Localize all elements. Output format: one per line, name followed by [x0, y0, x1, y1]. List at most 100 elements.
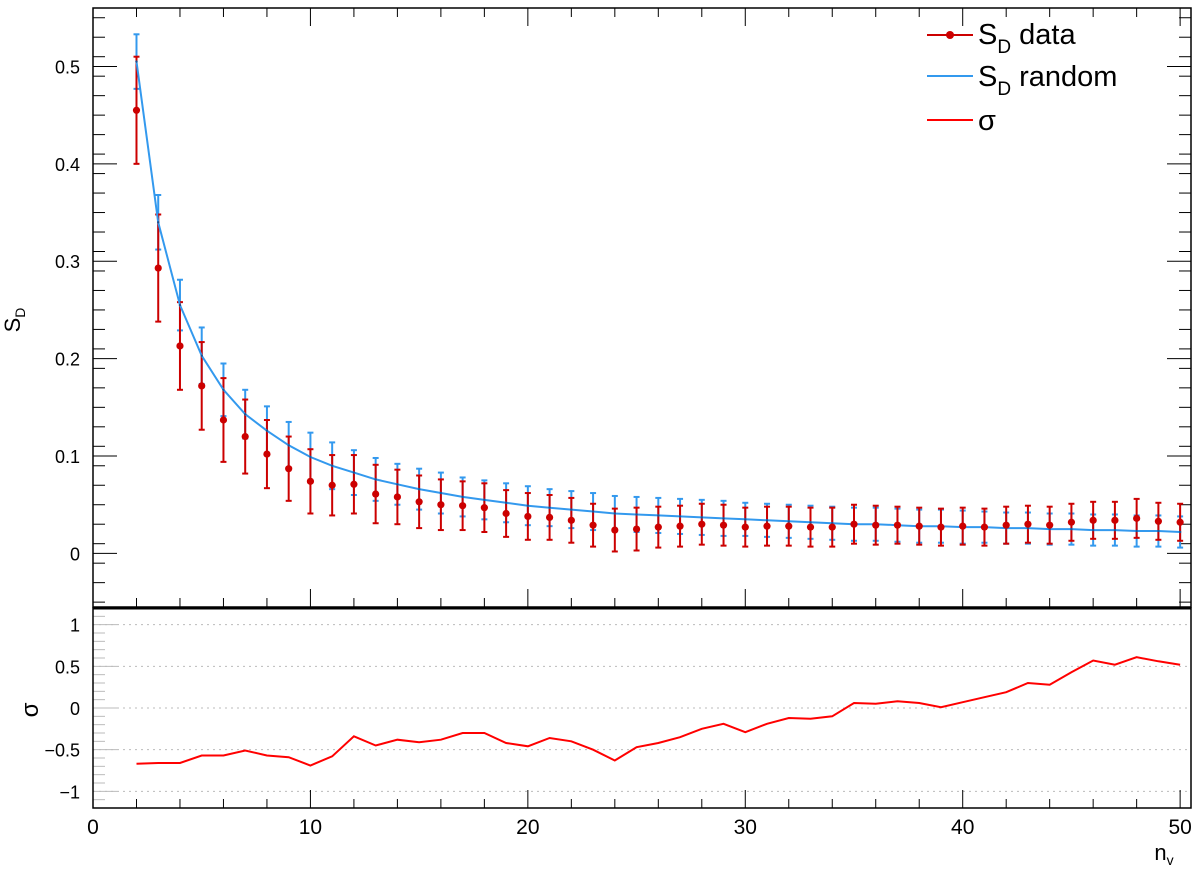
data-point — [1133, 514, 1141, 522]
bottom-plot-frame — [92, 607, 1192, 809]
random-point — [548, 506, 551, 509]
data-point — [306, 477, 315, 485]
data-point — [872, 521, 880, 529]
data-point — [328, 481, 336, 489]
data-point — [567, 516, 575, 524]
random-point — [1091, 528, 1095, 532]
data-point — [1002, 521, 1010, 529]
random-point — [352, 471, 356, 474]
random-point — [222, 388, 225, 392]
data-point — [480, 504, 488, 512]
data-point — [698, 520, 706, 528]
data-point — [632, 525, 641, 533]
bottom-panel: −1−0.500.510 10 20 30 40 50 σ nv — [17, 606, 1192, 868]
legend-entry-sd-random: SD random — [927, 61, 1117, 100]
data-point — [654, 523, 662, 531]
random-point — [309, 455, 312, 459]
x-tick-label: 10 — [299, 816, 322, 839]
x-axis-label: nv — [1154, 840, 1173, 868]
random-point — [1135, 529, 1138, 533]
random-point — [135, 60, 138, 63]
data-point — [719, 521, 728, 529]
top-y-tick-label: 0.4 — [55, 155, 80, 175]
data-point — [415, 498, 423, 506]
random-point — [374, 478, 377, 481]
data-point — [393, 493, 401, 501]
top-panel: 0 0.1 0.2 0.3 0.4 0.5 SD SD data SD random σ — [0, 7, 1192, 608]
random-point — [461, 495, 464, 499]
top-y-axis-label: SD — [0, 308, 28, 333]
data-point — [1111, 516, 1119, 524]
bottom-y-tick-label: −1 — [59, 782, 80, 802]
random-point — [439, 491, 443, 495]
random-point — [178, 303, 182, 307]
series-line-sigma — [136, 656, 1181, 767]
random-point — [678, 515, 682, 518]
random-point — [722, 517, 725, 520]
legend-label-sd-data: SD data — [978, 19, 1076, 58]
data-point — [285, 465, 293, 473]
random-point — [157, 221, 160, 224]
x-tick-label: 0 — [87, 816, 99, 839]
legend: SD data SD random σ — [927, 19, 1117, 137]
data-point — [741, 523, 749, 531]
data-point — [437, 501, 445, 509]
bottom-y-tick-label: 0 — [70, 699, 80, 719]
legend-label-sigma: σ — [978, 105, 996, 137]
data-point — [1046, 521, 1054, 529]
data-point — [132, 106, 141, 114]
data-point — [176, 342, 184, 350]
data-point — [502, 509, 510, 518]
data-point — [1024, 520, 1032, 528]
data-point — [198, 382, 206, 390]
data-point — [980, 523, 989, 531]
random-point — [809, 521, 812, 524]
random-point — [243, 412, 247, 416]
x-tick-label: 20 — [516, 816, 539, 839]
data-point — [785, 522, 793, 530]
random-point — [657, 514, 660, 517]
legend-marker-sd-data — [946, 31, 954, 39]
data-point — [915, 522, 923, 530]
data-point — [372, 490, 380, 498]
random-point — [1178, 530, 1182, 534]
top-y-tick-label: 0 — [70, 544, 80, 564]
data-point — [850, 520, 858, 528]
data-point — [937, 523, 945, 531]
data-point — [806, 523, 815, 531]
x-tick-label: 30 — [734, 816, 757, 839]
random-point — [1113, 528, 1117, 532]
bottom-y-tick-label: −0.5 — [44, 741, 80, 761]
random-point — [417, 487, 421, 491]
data-point — [1176, 518, 1184, 526]
random-point — [591, 510, 595, 513]
data-point — [1067, 518, 1076, 526]
data-point — [154, 264, 162, 272]
random-point — [1157, 529, 1160, 533]
legend-entry-sigma: σ — [927, 105, 996, 137]
data-point — [524, 512, 532, 521]
random-point — [765, 519, 769, 522]
random-point — [570, 508, 573, 511]
top-y-ticks: 0 0.1 0.2 0.3 0.4 0.5 — [55, 8, 1191, 607]
random-point — [613, 512, 617, 515]
random-point — [700, 516, 703, 519]
random-point — [265, 429, 269, 432]
random-point — [744, 518, 747, 521]
data-point — [350, 480, 358, 488]
random-point — [287, 444, 290, 447]
bottom-y-tick-label: 1 — [70, 616, 80, 636]
x-tick-label: 50 — [1168, 816, 1191, 839]
data-point — [589, 521, 597, 529]
data-point — [893, 521, 902, 529]
data-markers — [132, 106, 1184, 534]
random-point — [200, 354, 203, 357]
bottom-y-axis-label: σ — [17, 702, 44, 717]
random-point — [483, 498, 486, 502]
data-point — [1089, 516, 1097, 524]
data-point — [676, 522, 684, 530]
data-point — [828, 523, 836, 531]
random-point — [396, 483, 399, 486]
